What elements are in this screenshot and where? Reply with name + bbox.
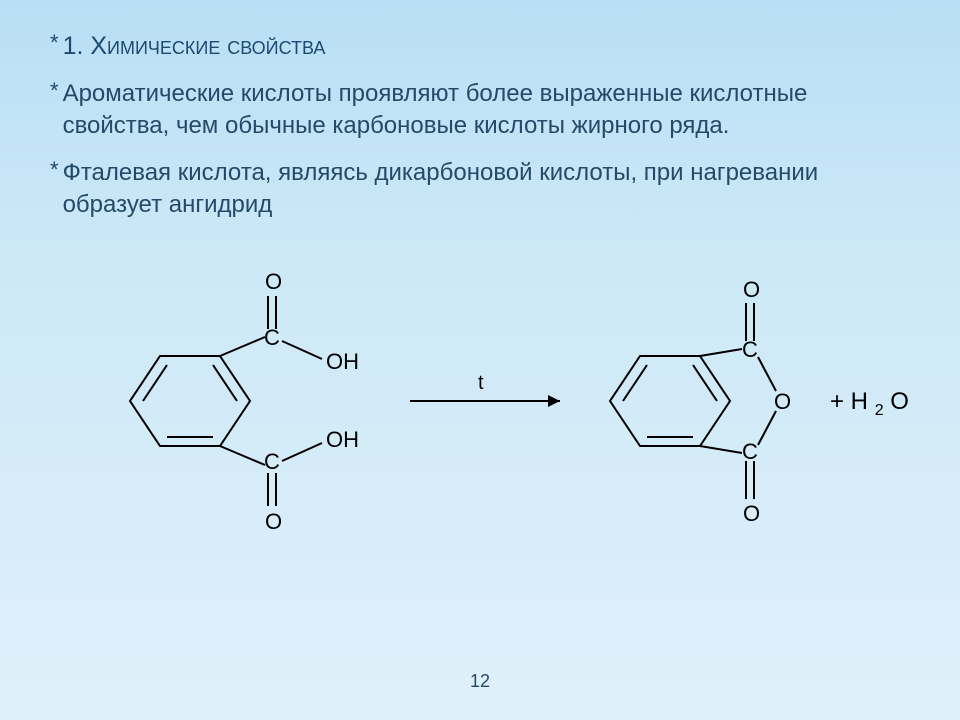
atom-OH-bot: OH	[326, 427, 359, 452]
reaction-arrow: t	[410, 372, 560, 407]
atom-O-bot: O	[265, 509, 282, 534]
slide-heading: 1. Химические свойства	[63, 30, 326, 64]
water-product: + H 2 O	[830, 388, 909, 421]
phthalic-anhydride-structure: C C O O O	[610, 277, 791, 526]
page-number: 12	[0, 671, 960, 692]
paragraph1-row: * Ароматические кислоты проявляют более …	[50, 78, 910, 143]
benzene-ring	[130, 356, 250, 446]
water-o: O	[890, 388, 909, 415]
benzene-ring-right	[610, 356, 730, 446]
atom-C-anh-bot: C	[742, 439, 758, 464]
water-sub: 2	[875, 402, 884, 419]
atom-C-bot: C	[264, 449, 280, 474]
atom-C-anh-top: C	[742, 337, 758, 362]
reaction-diagram: C O OH C O OH t	[0, 241, 960, 561]
svg-text:+ H 2 O: + H 2 O	[830, 388, 909, 421]
phthalic-acid-structure: C O OH C O OH	[130, 269, 359, 534]
asterisk-icon: *	[50, 78, 59, 104]
atom-O-top: O	[265, 269, 282, 294]
arrow-label: t	[478, 372, 484, 394]
atom-O-anh-bot: O	[743, 501, 760, 526]
plus-h: + H	[830, 388, 868, 415]
atom-C-top: C	[264, 325, 280, 350]
anhydride-ring	[700, 303, 776, 499]
paragraph2-row: * Фталевая кислота, являясь дикарбоновой…	[50, 157, 910, 222]
asterisk-icon: *	[50, 157, 59, 183]
atom-O-anh-mid: O	[774, 389, 791, 414]
heading-row: * 1. Химические свойства	[50, 30, 910, 64]
atom-OH-top: OH	[326, 349, 359, 374]
paragraph2-text: Фталевая кислота, являясь дикарбоновой к…	[63, 157, 910, 222]
paragraph1-text: Ароматические кислоты проявляют более вы…	[63, 78, 910, 143]
asterisk-icon: *	[50, 30, 59, 56]
atom-O-anh-top: O	[743, 277, 760, 302]
reaction-svg: C O OH C O OH t	[40, 241, 920, 561]
